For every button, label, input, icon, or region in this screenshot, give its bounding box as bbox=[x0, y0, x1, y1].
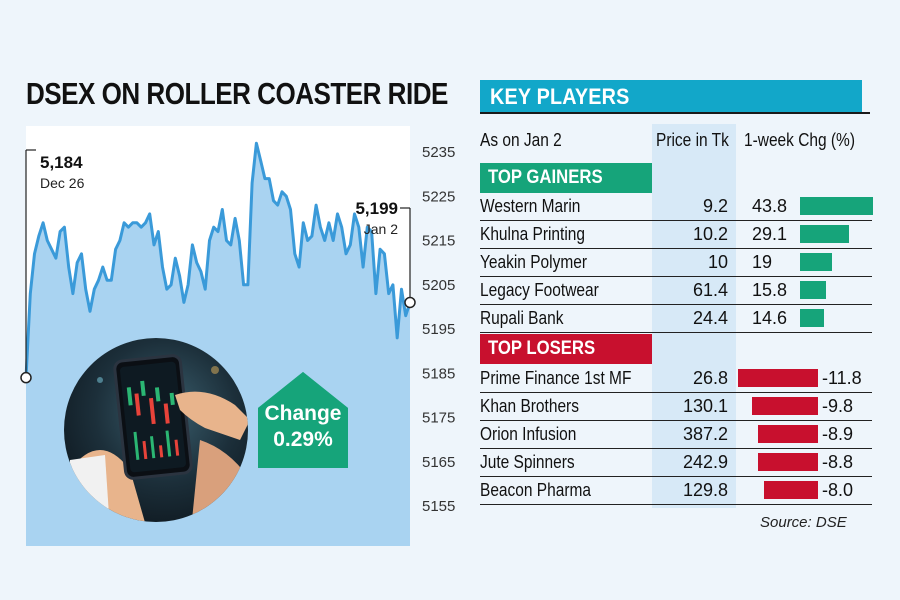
change-value: -9.8 bbox=[822, 396, 854, 416]
row-divider bbox=[480, 220, 872, 221]
gainer-row: Rupali Bank 24.4 14.6 bbox=[480, 305, 872, 333]
end-value-label: 5,199 bbox=[355, 199, 398, 218]
company-price: 242.9 bbox=[682, 452, 728, 472]
end-point bbox=[404, 296, 416, 309]
row-divider bbox=[480, 392, 872, 393]
change-arrow-icon: Change 0.29% bbox=[258, 372, 348, 468]
change-value: -8.0 bbox=[822, 480, 854, 500]
y-tick-label: 5185 bbox=[422, 365, 455, 382]
row-divider bbox=[480, 304, 872, 305]
change-value: 0.29% bbox=[273, 428, 333, 451]
company-name: Khulna Printing bbox=[480, 224, 586, 244]
company-price: 129.8 bbox=[682, 480, 728, 500]
gainer-row: Yeakin Polymer 10 19 bbox=[480, 249, 872, 277]
row-divider bbox=[480, 476, 872, 477]
y-tick-label: 5225 bbox=[422, 188, 455, 205]
company-name: Beacon Pharma bbox=[480, 480, 592, 500]
company-name: Orion Infusion bbox=[480, 424, 577, 444]
change-value: 14.6 bbox=[752, 308, 788, 328]
change-value: 29.1 bbox=[752, 224, 788, 244]
loser-bar bbox=[758, 453, 818, 471]
company-name: Khan Brothers bbox=[480, 396, 579, 416]
top-gainers-label: TOP GAINERS bbox=[488, 167, 603, 188]
company-name: Prime Finance 1st MF bbox=[480, 368, 632, 388]
company-price: 10 bbox=[707, 252, 728, 272]
dsex-series-line bbox=[24, 141, 412, 378]
loser-row: Orion Infusion 387.2 -8.9 bbox=[480, 421, 872, 449]
change-value: -11.8 bbox=[822, 368, 862, 388]
loser-row: Khan Brothers 130.1 -9.8 bbox=[480, 393, 872, 421]
gainer-row: Khulna Printing 10.2 29.1 bbox=[480, 221, 872, 249]
column-header-price: Price in Tk bbox=[656, 130, 729, 150]
top-losers-banner: TOP LOSERS bbox=[480, 334, 652, 364]
company-name: Western Marin bbox=[480, 196, 581, 216]
header-rule bbox=[480, 112, 870, 114]
smartphone-photo bbox=[64, 338, 248, 522]
start-point bbox=[20, 371, 32, 384]
row-divider bbox=[480, 448, 872, 449]
gainer-bar bbox=[800, 281, 826, 299]
key-players-header: KEY PLAYERS bbox=[480, 80, 862, 112]
row-divider bbox=[480, 332, 872, 333]
change-value: -8.9 bbox=[822, 424, 854, 444]
change-label: Change bbox=[264, 402, 341, 425]
source-note: Source: DSE bbox=[760, 514, 847, 531]
loser-bar bbox=[752, 397, 818, 415]
loser-row: Jute Spinners 242.9 -8.8 bbox=[480, 449, 872, 477]
start-value-label: 5,184 bbox=[40, 153, 83, 172]
loser-bar bbox=[738, 369, 818, 387]
change-value: 19 bbox=[752, 252, 773, 272]
gainer-bar bbox=[800, 197, 873, 215]
y-tick-label: 5195 bbox=[422, 321, 455, 338]
company-name: Yeakin Polymer bbox=[480, 252, 587, 272]
row-divider bbox=[480, 504, 872, 505]
row-divider bbox=[480, 248, 872, 249]
gainer-bar bbox=[800, 225, 849, 243]
price-column-shade bbox=[652, 124, 736, 508]
y-tick-label: 5165 bbox=[422, 454, 455, 471]
end-date-label: Jan 2 bbox=[364, 221, 398, 237]
company-name: Rupali Bank bbox=[480, 308, 564, 328]
company-price: 24.4 bbox=[692, 308, 728, 328]
gainer-bar bbox=[800, 253, 832, 271]
company-price: 130.1 bbox=[682, 396, 728, 416]
key-players-title: KEY PLAYERS bbox=[490, 84, 630, 109]
chart-title: DSEX ON ROLLER COASTER RIDE bbox=[26, 76, 448, 111]
company-price: 26.8 bbox=[692, 368, 728, 388]
loser-bar bbox=[758, 425, 818, 443]
loser-bar bbox=[764, 481, 818, 499]
top-losers-label: TOP LOSERS bbox=[488, 338, 596, 359]
gainer-row: Western Marin 9.2 43.8 bbox=[480, 193, 873, 221]
change-value: 15.8 bbox=[752, 280, 788, 300]
company-price: 9.2 bbox=[702, 196, 728, 216]
start-date-label: Dec 26 bbox=[40, 175, 85, 191]
row-divider bbox=[480, 420, 872, 421]
y-tick-label: 5155 bbox=[422, 498, 455, 515]
y-tick-label: 5205 bbox=[422, 277, 455, 294]
company-price: 61.4 bbox=[692, 280, 728, 300]
y-tick-label: 5215 bbox=[422, 233, 455, 250]
company-name: Legacy Footwear bbox=[480, 280, 599, 300]
y-tick-label: 5175 bbox=[422, 410, 455, 427]
column-header-change: 1-week Chg (%) bbox=[744, 130, 855, 150]
gainer-row: Legacy Footwear 61.4 15.8 bbox=[480, 277, 872, 305]
change-value: -8.8 bbox=[822, 452, 854, 472]
change-value: 43.8 bbox=[752, 196, 788, 216]
row-divider bbox=[480, 276, 872, 277]
company-name: Jute Spinners bbox=[480, 452, 575, 472]
gainer-bar bbox=[800, 309, 824, 327]
loser-row: Prime Finance 1st MF 26.8 -11.8 bbox=[480, 365, 872, 393]
column-header-date: As on Jan 2 bbox=[480, 130, 562, 150]
y-tick-label: 5235 bbox=[422, 144, 455, 161]
company-price: 387.2 bbox=[682, 424, 728, 444]
loser-row: Beacon Pharma 129.8 -8.0 bbox=[480, 477, 872, 505]
top-gainers-banner: TOP GAINERS bbox=[480, 163, 652, 193]
y-axis: 5235 5225 5215 5205 5195 5185 5175 5165 5155 bbox=[422, 144, 455, 515]
company-price: 10.2 bbox=[692, 224, 728, 244]
